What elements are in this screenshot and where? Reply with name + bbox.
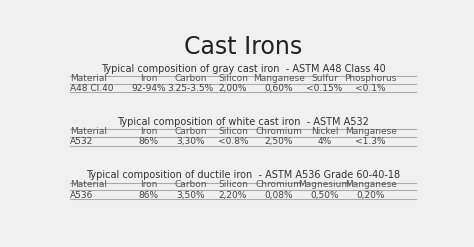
- Text: Iron: Iron: [140, 127, 157, 136]
- Text: 0,60%: 0,60%: [264, 84, 293, 93]
- Text: A48 Cl.40: A48 Cl.40: [70, 84, 114, 93]
- Text: Silicon: Silicon: [218, 180, 248, 189]
- Text: 2,50%: 2,50%: [264, 137, 293, 146]
- Text: 3,30%: 3,30%: [176, 137, 205, 146]
- Text: Silicon: Silicon: [218, 127, 248, 136]
- Text: Typical composition of gray cast iron  - ASTM A48 Class 40: Typical composition of gray cast iron - …: [100, 64, 385, 74]
- Text: 86%: 86%: [138, 137, 158, 146]
- Text: Silicon: Silicon: [218, 74, 248, 83]
- Text: Sulfur: Sulfur: [311, 74, 338, 83]
- Text: <0.8%: <0.8%: [218, 137, 248, 146]
- Text: Nickel: Nickel: [311, 127, 338, 136]
- Text: Typical composition of white cast iron  - ASTM A532: Typical composition of white cast iron -…: [117, 117, 369, 127]
- Text: Manganese: Manganese: [345, 180, 397, 189]
- Text: 2,20%: 2,20%: [219, 191, 247, 200]
- Text: Manganese: Manganese: [253, 74, 305, 83]
- Text: 86%: 86%: [138, 191, 158, 200]
- Text: Chromium: Chromium: [255, 127, 302, 136]
- Text: Carbon: Carbon: [174, 127, 207, 136]
- Text: Phosphorus: Phosphorus: [345, 74, 397, 83]
- Text: Magnesium: Magnesium: [299, 180, 351, 189]
- Text: Material: Material: [70, 127, 107, 136]
- Text: Carbon: Carbon: [174, 180, 207, 189]
- Text: <0.1%: <0.1%: [356, 84, 386, 93]
- Text: 0,08%: 0,08%: [264, 191, 293, 200]
- Text: 3,50%: 3,50%: [176, 191, 205, 200]
- Text: Cast Irons: Cast Irons: [184, 35, 302, 59]
- Text: 4%: 4%: [318, 137, 332, 146]
- Text: Iron: Iron: [140, 180, 157, 189]
- Text: 2,00%: 2,00%: [219, 84, 247, 93]
- Text: Material: Material: [70, 180, 107, 189]
- Text: Material: Material: [70, 74, 107, 83]
- Text: 0,50%: 0,50%: [310, 191, 339, 200]
- Text: 92-94%: 92-94%: [131, 84, 165, 93]
- Text: 0,20%: 0,20%: [356, 191, 385, 200]
- Text: A536: A536: [70, 191, 94, 200]
- Text: Manganese: Manganese: [345, 127, 397, 136]
- Text: A532: A532: [70, 137, 93, 146]
- Text: Typical composition of ductile iron  - ASTM A536 Grade 60-40-18: Typical composition of ductile iron - AS…: [86, 170, 400, 180]
- Text: Iron: Iron: [140, 74, 157, 83]
- Text: 3.25-3.5%: 3.25-3.5%: [167, 84, 214, 93]
- Text: Carbon: Carbon: [174, 74, 207, 83]
- Text: <1.3%: <1.3%: [356, 137, 386, 146]
- Text: <0.15%: <0.15%: [307, 84, 343, 93]
- Text: Chromium: Chromium: [255, 180, 302, 189]
